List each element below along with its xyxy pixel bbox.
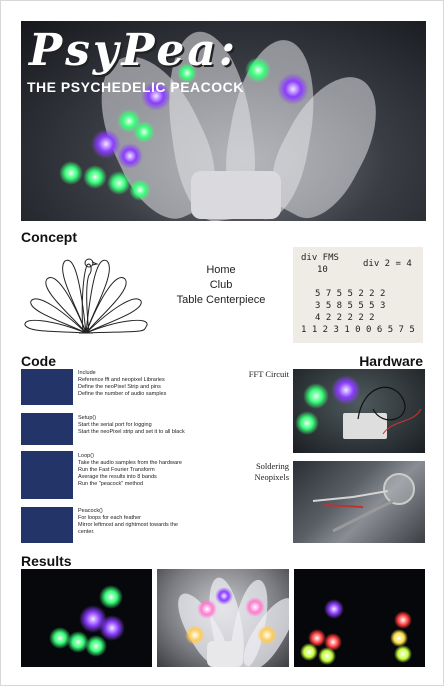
handwritten-notes-photo: div FMS 10 div 2 = 4 5 7 5 5 2 2 2 3 5 8…	[293, 247, 423, 343]
led-purple	[331, 375, 361, 405]
led-green	[83, 165, 107, 189]
code-line: Setup()	[78, 415, 97, 421]
led-purple	[215, 587, 233, 605]
peacock-drawing	[24, 258, 148, 334]
code-line: Start the neoPixel strip and set it to a…	[78, 429, 185, 435]
fan-base	[207, 641, 243, 667]
code-block-marker	[21, 451, 73, 499]
soldering-photo	[293, 461, 425, 543]
code-line: Take the audio samples from the hardware	[78, 460, 182, 466]
code-line: Reference fft and neopixel Libraries	[78, 377, 165, 383]
led-yellow-green	[300, 643, 318, 661]
led-yellow-green	[318, 647, 336, 665]
code-block-setup: Setup() Start the serial port for loggin…	[78, 415, 218, 436]
led-yellow	[257, 625, 277, 645]
result-photo-1	[21, 569, 152, 667]
soldering-label-line: Soldering	[255, 461, 289, 471]
code-line: For loops for each feather	[78, 515, 141, 521]
code-line: Include	[78, 370, 96, 376]
led-green	[133, 121, 155, 143]
led-red	[308, 629, 326, 647]
wires	[357, 386, 422, 435]
note-line: 10	[317, 265, 328, 275]
hero-photo: PsyPea: THE PSYCHEDELIC PEACOCK	[21, 21, 426, 221]
fft-circuit-label: FFT Circuit	[227, 369, 289, 380]
soldering-label: Soldering Neopixels	[227, 461, 289, 483]
code-heading: Code	[21, 353, 56, 369]
code-line: Start the serial port for logging	[78, 422, 152, 428]
result-photo-3	[294, 569, 425, 667]
note-line: div FMS	[301, 253, 339, 263]
note-line: div 2 = 4	[363, 259, 412, 269]
led-green	[177, 63, 197, 83]
led-green	[107, 171, 131, 195]
code-line: center.	[78, 529, 95, 535]
note-line: 5 7 5 5 2 2 2	[315, 289, 386, 299]
note-line: 1 1 2 3 1 0 0 6 5 7 5	[301, 325, 415, 335]
led-green	[67, 631, 89, 653]
led-yellow	[390, 629, 408, 647]
code-block-marker	[21, 507, 73, 543]
led-green	[59, 161, 83, 185]
code-line: Mirror leftmost and rightmost towards th…	[78, 522, 178, 528]
poster-title: PsyPea:	[29, 25, 239, 76]
led-green	[49, 627, 71, 649]
code-block-marker	[21, 413, 73, 445]
soldering-label-line: Neopixels	[254, 472, 289, 482]
hardware-heading: Hardware	[359, 353, 423, 369]
led-green	[129, 179, 151, 201]
note-line: 3 5 8 5 5 5 3	[315, 301, 386, 311]
code-line: Run the "peacock" method	[78, 481, 144, 487]
helping-hands	[312, 490, 394, 533]
code-block-include: Include Reference fft and neopixel Libra…	[78, 370, 218, 398]
led-green	[245, 57, 271, 83]
led-purple	[99, 615, 125, 641]
led-purple	[91, 129, 121, 159]
magnifier	[383, 473, 415, 505]
led-green	[99, 585, 123, 609]
led-green	[303, 383, 329, 409]
led-yellow-green	[394, 645, 412, 663]
code-line: Run the Fast Fourier Transform	[78, 467, 155, 473]
code-line: Define the number of audio samples	[78, 391, 167, 397]
led-red	[394, 611, 412, 629]
led-green	[85, 635, 107, 657]
fft-circuit-photo	[293, 369, 425, 453]
led-pink	[245, 597, 265, 617]
concept-uses: Home Club Table Centerpiece	[161, 263, 281, 308]
code-line: Average the results into 8 bands	[78, 474, 157, 480]
result-photo-2	[157, 569, 289, 667]
note-line: 4 2 2 2 2 2	[315, 313, 375, 323]
led-red	[324, 633, 342, 651]
fan-base	[191, 171, 281, 219]
results-heading: Results	[21, 553, 72, 569]
led-green	[295, 411, 319, 435]
led-purple	[324, 599, 344, 619]
concept-heading: Concept	[21, 229, 77, 245]
code-block-loop: Loop() Take the audio samples from the h…	[78, 453, 218, 488]
concept-line: Table Centerpiece	[176, 294, 266, 306]
code-line: Peacock()	[78, 508, 103, 514]
led-yellow	[185, 625, 205, 645]
fft-label-text: FFT Circuit	[248, 369, 289, 379]
code-block-peacock: Peacock() For loops for each feather Mir…	[78, 508, 218, 536]
code-block-marker	[21, 369, 73, 405]
led-purple	[117, 143, 143, 169]
poster-subtitle: THE PSYCHEDELIC PEACOCK	[27, 79, 244, 95]
led-purple	[277, 73, 309, 105]
concept-line: Home	[206, 264, 236, 276]
led-purple	[141, 81, 171, 111]
led-pink	[197, 599, 217, 619]
code-line: Define the neoPixel Strip and pins	[78, 384, 161, 390]
concept-line: Club	[209, 279, 233, 291]
code-line: Loop()	[78, 453, 94, 459]
